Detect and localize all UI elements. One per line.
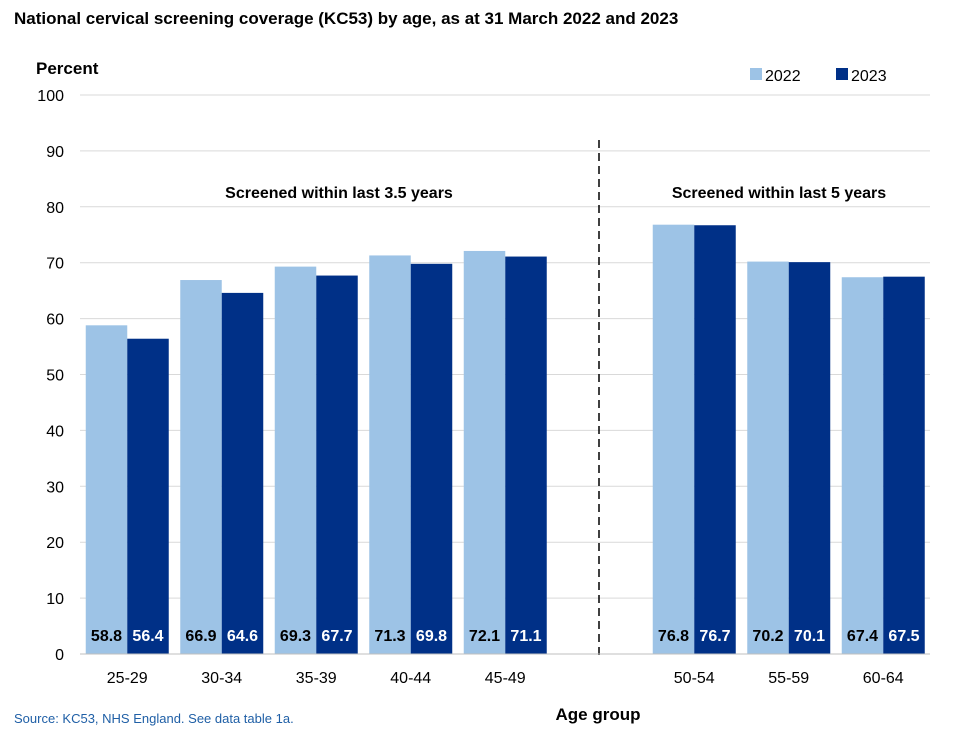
data-label-2022-25-29: 58.8 bbox=[91, 628, 122, 645]
chart-title: National cervical screening coverage (KC… bbox=[14, 9, 678, 28]
x-tick-label-35-39: 35-39 bbox=[296, 670, 337, 687]
legend-swatch-2022 bbox=[750, 68, 762, 80]
data-label-2023-30-34: 64.6 bbox=[227, 628, 258, 645]
x-tick-label-60-64: 60-64 bbox=[863, 670, 904, 687]
y-tick-label: 90 bbox=[46, 144, 64, 161]
y-tick-label: 30 bbox=[46, 479, 64, 496]
legend-label-2022: 2022 bbox=[765, 68, 801, 85]
y-tick-label: 50 bbox=[46, 368, 64, 385]
y-axis-ticks: 0 10 20 30 40 50 60 70 80 90 100 bbox=[37, 88, 64, 664]
bar-2023-40-44 bbox=[410, 263, 453, 654]
data-label-2023-40-44: 69.8 bbox=[416, 628, 447, 645]
bar-2022-40-44 bbox=[369, 255, 411, 655]
bar-2022-50-54 bbox=[652, 224, 695, 655]
data-label-2023-60-64: 67.5 bbox=[888, 628, 919, 645]
bar-2023-25-29 bbox=[127, 338, 169, 654]
data-label-2022-55-59: 70.2 bbox=[752, 628, 783, 645]
group-label-5-years: Screened within last 5 years bbox=[672, 185, 886, 202]
data-label-2022-40-44: 71.3 bbox=[374, 628, 405, 645]
data-label-2023-25-29: 56.4 bbox=[132, 628, 163, 645]
bar-2022-45-49 bbox=[463, 250, 506, 654]
x-tick-label-25-29: 25-29 bbox=[107, 670, 148, 687]
legend-swatch-2023 bbox=[836, 68, 848, 80]
data-label-2023-55-59: 70.1 bbox=[794, 628, 825, 645]
y-tick-label: 60 bbox=[46, 312, 64, 329]
legend: 2022 2023 bbox=[750, 68, 887, 85]
bar-2023-30-34 bbox=[221, 292, 264, 654]
data-label-2022-60-64: 67.4 bbox=[847, 628, 878, 645]
bars bbox=[85, 224, 925, 655]
y-tick-label: 80 bbox=[46, 200, 64, 217]
bar-2022-60-64 bbox=[841, 277, 884, 654]
bar-2023-60-64 bbox=[883, 276, 925, 654]
x-axis-label: Age group bbox=[556, 705, 641, 724]
y-tick-label: 70 bbox=[46, 256, 64, 273]
bar-2022-25-29 bbox=[85, 325, 128, 654]
bar-2023-50-54 bbox=[694, 225, 736, 654]
y-tick-label: 20 bbox=[46, 535, 64, 552]
data-label-2022-50-54: 76.8 bbox=[658, 628, 689, 645]
legend-label-2023: 2023 bbox=[851, 68, 887, 85]
data-label-2022-45-49: 72.1 bbox=[469, 628, 500, 645]
data-label-2023-50-54: 76.7 bbox=[699, 628, 730, 645]
bar-2023-35-39 bbox=[316, 275, 358, 654]
data-label-2022-30-34: 66.9 bbox=[185, 628, 216, 645]
bar-2023-45-49 bbox=[505, 256, 547, 654]
x-tick-label-50-54: 50-54 bbox=[674, 670, 715, 687]
y-tick-label: 0 bbox=[55, 647, 64, 664]
bar-2022-30-34 bbox=[180, 280, 222, 654]
bar-2023-55-59 bbox=[788, 262, 831, 654]
y-tick-label: 40 bbox=[46, 423, 64, 440]
bar-2022-35-39 bbox=[274, 266, 317, 654]
x-tick-label-45-49: 45-49 bbox=[485, 670, 526, 687]
bar-2022-55-59 bbox=[747, 261, 789, 654]
x-axis-ticks: 25-29 30-34 35-39 40-44 45-49 50-54 55-59 60-64 bbox=[107, 670, 904, 687]
group-label-3-5-years: Screened within last 3.5 years bbox=[225, 185, 453, 202]
y-axis-label: Percent bbox=[36, 59, 99, 78]
x-tick-label-30-34: 30-34 bbox=[201, 670, 242, 687]
y-tick-label: 100 bbox=[37, 88, 64, 105]
y-tick-label: 10 bbox=[46, 591, 64, 608]
data-label-2022-35-39: 69.3 bbox=[280, 628, 311, 645]
data-label-2023-45-49: 71.1 bbox=[510, 628, 541, 645]
x-tick-label-40-44: 40-44 bbox=[390, 670, 431, 687]
source-note: Source: KC53, NHS England. See data tabl… bbox=[14, 711, 294, 726]
data-label-2023-35-39: 67.7 bbox=[321, 628, 352, 645]
data-labels: 58.8 56.4 66.9 64.6 69.3 67.7 71.3 69.8 72.1 71.1… bbox=[91, 628, 920, 645]
x-tick-label-55-59: 55-59 bbox=[768, 670, 809, 687]
